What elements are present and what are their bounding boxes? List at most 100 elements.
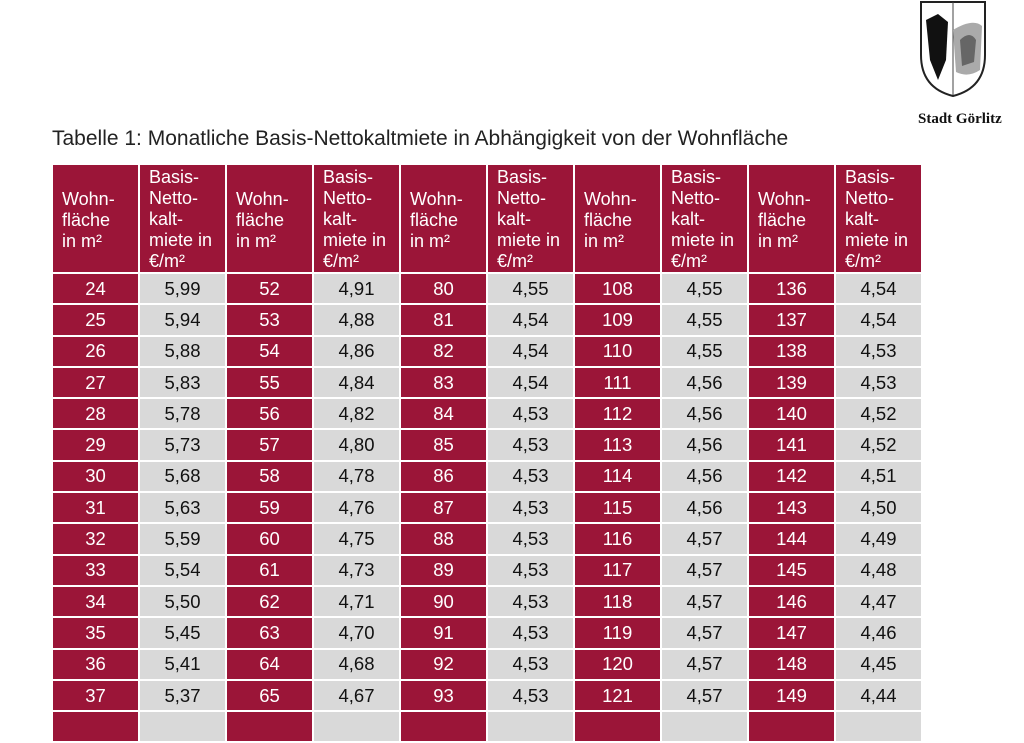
rent-cell: 4,49 — [836, 524, 921, 554]
area-cell: 113 — [575, 430, 660, 460]
header-line: kalt- — [671, 209, 706, 229]
rent-cell: 4,51 — [836, 461, 921, 492]
rent-cell: 5,73 — [140, 430, 225, 460]
area-cell: 149 — [749, 680, 834, 711]
rent-cell: 5,83 — [140, 367, 225, 398]
header-line: Wohn- — [758, 189, 811, 209]
rent-cell: 4,54 — [836, 274, 921, 304]
area-cell: 143 — [749, 493, 834, 523]
rent-cell: 4,54 — [488, 336, 573, 366]
header-line: kalt- — [845, 209, 880, 229]
area-cell: 63 — [227, 618, 312, 648]
area-cell: 81 — [401, 305, 486, 335]
rent-cell: 4,57 — [662, 586, 747, 617]
rent-cell: 4,57 — [662, 618, 747, 648]
area-cell: 136 — [749, 274, 834, 304]
area-cell: 34 — [53, 586, 138, 617]
rent-cell: 5,59 — [140, 524, 225, 554]
rent-cell: 4,53 — [488, 524, 573, 554]
header-line: miete in — [845, 230, 909, 250]
header-line: €/m² — [149, 251, 185, 271]
header-line: Wohn- — [62, 189, 115, 209]
rent-cell: 4,53 — [488, 461, 573, 492]
rent-cell: 4,50 — [836, 493, 921, 523]
area-column-header: Wohn-fläche in m² — [401, 165, 486, 272]
rent-cell: 4,57 — [662, 680, 747, 711]
header-line: Netto- — [845, 188, 895, 208]
header-line: kalt- — [149, 209, 184, 229]
area-cell: 56 — [227, 399, 312, 429]
header-line: Netto- — [323, 188, 373, 208]
rent-cell: 4,53 — [488, 586, 573, 617]
rent-cell: 4,53 — [836, 367, 921, 398]
rent-cell: 4,55 — [488, 274, 573, 304]
rent-cell: 4,57 — [662, 649, 747, 679]
table-row: 36 5,41 64 4,68 92 4,53 120 4,57 148 4,45 — [53, 649, 921, 679]
rent-cell: 4,47 — [836, 586, 921, 617]
rent-cell: 4,56 — [662, 430, 747, 460]
area-cell: 111 — [575, 367, 660, 398]
cell — [488, 712, 573, 742]
area-cell: 92 — [401, 649, 486, 679]
area-cell: 61 — [227, 555, 312, 585]
rent-cell: 4,73 — [314, 555, 399, 585]
table-title: Tabelle 1: Monatliche Basis-Nettokaltmie… — [52, 127, 789, 150]
header-line: miete in — [323, 230, 387, 250]
rent-cell: 4,68 — [314, 649, 399, 679]
header-line: fläche — [62, 210, 111, 230]
area-cell: 148 — [749, 649, 834, 679]
rent-cell: 4,54 — [836, 305, 921, 335]
table-row: 31 5,63 59 4,76 87 4,53 115 4,56 143 4,50 — [53, 493, 921, 523]
rent-cell: 4,67 — [314, 680, 399, 711]
area-cell: 24 — [53, 274, 138, 304]
header-line: fläche — [584, 210, 633, 230]
area-cell: 36 — [53, 649, 138, 679]
table-row: 37 5,37 65 4,67 93 4,53 121 4,57 149 4,44 — [53, 680, 921, 711]
area-cell: 33 — [53, 555, 138, 585]
area-cell: 86 — [401, 461, 486, 492]
rent-cell: 4,53 — [488, 493, 573, 523]
table-header-row: Wohn-fläche in m² Basis- Netto-kalt-miete i… — [53, 165, 921, 272]
header-line: kalt- — [323, 209, 358, 229]
header-line: Netto- — [671, 188, 721, 208]
header-line: in m² — [236, 231, 276, 251]
table-row: 24 5,99 52 4,91 80 4,55 108 4,55 136 4,54 — [53, 274, 921, 304]
rent-cell: 4,54 — [488, 367, 573, 398]
header-line: fläche — [410, 210, 459, 230]
header-line: €/m² — [671, 251, 707, 271]
area-cell: 62 — [227, 586, 312, 617]
area-cell: 145 — [749, 555, 834, 585]
table-row: 35 5,45 63 4,70 91 4,53 119 4,57 147 4,46 — [53, 618, 921, 648]
rent-cell: 5,78 — [140, 399, 225, 429]
area-cell: 109 — [575, 305, 660, 335]
rent-column-header: Basis- Netto-kalt-miete in €/m² — [314, 165, 399, 272]
area-cell: 142 — [749, 461, 834, 492]
header-line: fläche — [236, 210, 285, 230]
header-line: in m² — [410, 231, 450, 251]
cell — [314, 712, 399, 742]
area-cell: 35 — [53, 618, 138, 648]
area-cell: 31 — [53, 493, 138, 523]
table-row-cut-off — [53, 712, 921, 742]
area-column-header: Wohn-fläche in m² — [575, 165, 660, 272]
header-line: Netto- — [497, 188, 547, 208]
rent-cell: 4,71 — [314, 586, 399, 617]
rent-cell: 4,53 — [836, 336, 921, 366]
area-cell: 55 — [227, 367, 312, 398]
rent-column-header: Basis- Netto-kalt-miete in €/m² — [488, 165, 573, 272]
rent-cell: 5,41 — [140, 649, 225, 679]
rent-cell: 5,54 — [140, 555, 225, 585]
rent-column-header: Basis- Netto-kalt-miete in €/m² — [662, 165, 747, 272]
rent-cell: 4,70 — [314, 618, 399, 648]
rent-cell: 4,56 — [662, 399, 747, 429]
rent-cell: 4,56 — [662, 461, 747, 492]
rent-cell: 4,48 — [836, 555, 921, 585]
header-line: miete in — [149, 230, 213, 250]
area-cell: 121 — [575, 680, 660, 711]
rent-cell: 4,91 — [314, 274, 399, 304]
rent-cell: 4,54 — [488, 305, 573, 335]
rent-cell: 5,68 — [140, 461, 225, 492]
area-cell: 82 — [401, 336, 486, 366]
cell — [575, 712, 660, 742]
rent-cell: 4,53 — [488, 430, 573, 460]
